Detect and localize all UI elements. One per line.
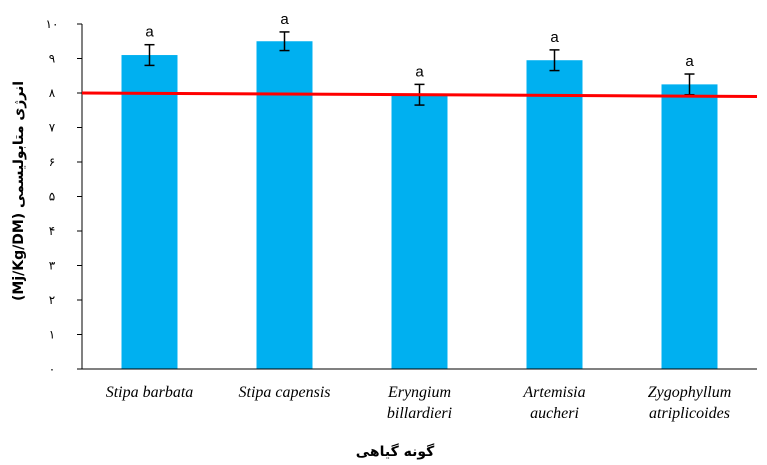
bars <box>121 41 718 370</box>
y-tick-label: ١٠ <box>46 17 59 31</box>
bar <box>661 84 718 369</box>
y-tick-label: ۴ <box>49 224 55 238</box>
reference-line <box>81 91 758 98</box>
x-category-label: Stipa barbata <box>106 384 194 401</box>
x-category-label: billardieri <box>387 405 452 422</box>
y-tick-label: ٩ <box>49 52 55 66</box>
y-tick-label: ٧ <box>49 121 56 135</box>
bar <box>391 94 448 369</box>
significance-letter: a <box>550 29 559 46</box>
significance-letters: a a a a a <box>145 11 694 80</box>
y-axis: ٠ ١ ٢ ٣ ۴ ۵ ۶ ٧ ٨ ٩ ١٠ <box>46 17 83 376</box>
x-category-label: atriplicoides <box>649 405 730 422</box>
significance-letter: a <box>415 63 424 80</box>
x-category-label: Stipa capensis <box>239 384 331 401</box>
x-axis: Stipa barbata Stipa capensis Eryngium billa… <box>82 368 757 422</box>
significance-letter: a <box>280 11 289 28</box>
y-tick-label: ۶ <box>49 155 55 169</box>
bar <box>121 55 178 370</box>
y-tick-label: ٨ <box>49 86 56 100</box>
y-tick-label: ۵ <box>49 190 55 204</box>
y-axis-title: انرژی متابولیسمی (Mj/Kg/DM) <box>11 81 27 301</box>
x-category-label: Eryngium <box>387 384 451 401</box>
bar <box>526 60 583 369</box>
y-tick-label: ٠ <box>49 362 55 376</box>
x-category-label: aucheri <box>530 405 579 422</box>
significance-letter: a <box>685 53 694 70</box>
y-tick-label: ٣ <box>49 259 56 273</box>
significance-letter: a <box>145 24 154 41</box>
reference-line-group <box>81 91 758 98</box>
y-tick-label: ٢ <box>49 293 55 307</box>
y-tick-label: ١ <box>49 328 55 342</box>
x-category-label: Zygophyllum <box>648 384 732 401</box>
x-axis-title: گونه گیاهی <box>356 443 435 460</box>
bar <box>256 41 313 369</box>
x-category-label: Artemisia <box>522 384 585 401</box>
